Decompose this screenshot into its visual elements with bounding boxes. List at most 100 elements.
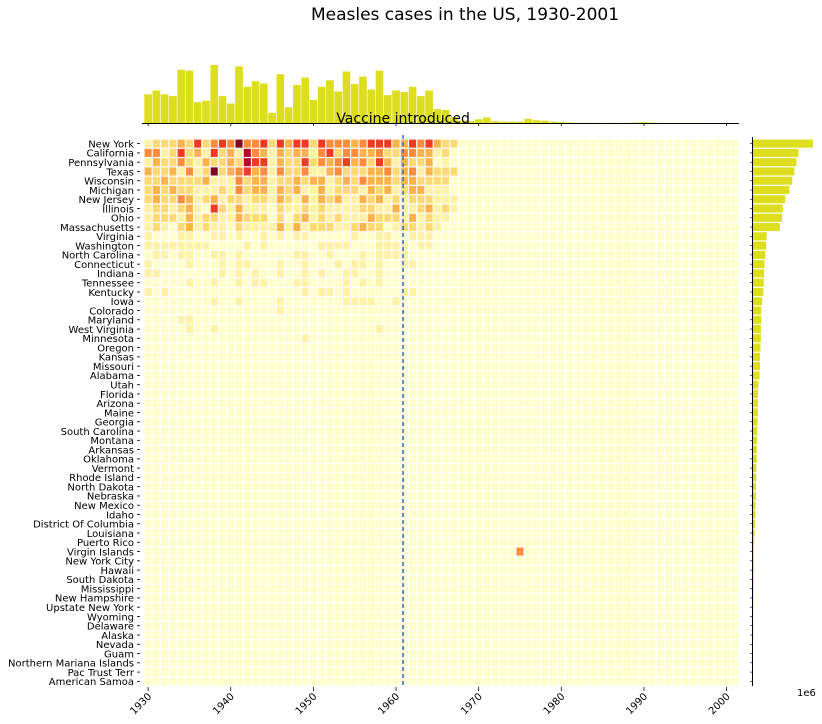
heatmap-cell [367, 575, 375, 584]
heatmap-cell [656, 547, 665, 556]
state-label: Colorado [89, 306, 134, 317]
heatmap-cell [400, 343, 408, 352]
heatmap-cell [648, 362, 656, 371]
heatmap-cell [185, 399, 193, 408]
heatmap-cell [210, 148, 218, 157]
heatmap-cell [260, 213, 268, 222]
heatmap-cell [533, 603, 541, 612]
heatmap-cell [665, 427, 673, 436]
heatmap-cell [714, 315, 722, 324]
heatmap-cell [285, 306, 293, 315]
heatmap-cell [351, 158, 359, 167]
heatmap-cell [433, 204, 441, 213]
heatmap-cell [301, 556, 309, 565]
heatmap-cell [384, 417, 392, 426]
heatmap-cell [698, 566, 706, 575]
heatmap-cell [508, 185, 516, 195]
heatmap-cell [293, 501, 301, 510]
heatmap-cell [648, 556, 656, 565]
heatmap-cell [566, 491, 574, 500]
heatmap-cell [549, 575, 557, 584]
heatmap-cell [210, 399, 218, 408]
heatmap-cell [169, 408, 177, 417]
heatmap-cell [433, 593, 441, 602]
heatmap-cell [466, 260, 474, 269]
heatmap-cell [285, 399, 293, 408]
heatmap-cell [243, 658, 251, 667]
state-label: Utah [110, 380, 134, 391]
heatmap-cell [318, 287, 326, 297]
heatmap-cell [409, 630, 417, 640]
heatmap-cell [483, 603, 491, 612]
heatmap-cell [524, 167, 532, 176]
heatmap-cell [574, 612, 582, 621]
heatmap-cell [623, 464, 631, 473]
heatmap-cell [549, 445, 557, 454]
heatmap-cell [351, 315, 359, 324]
heatmap-cell [723, 306, 731, 315]
heatmap-cell [516, 380, 524, 389]
heatmap-cell [276, 417, 284, 426]
heatmap-cell [218, 250, 227, 259]
heatmap-cell [235, 427, 243, 436]
heatmap-cell [375, 445, 384, 454]
heatmap-cell [260, 501, 268, 510]
heatmap-cell [533, 501, 541, 510]
heatmap-cell [359, 593, 367, 602]
heatmap-cell [508, 213, 516, 222]
heatmap-cell [640, 612, 648, 621]
heatmap-cell [673, 185, 681, 195]
heatmap-cell [384, 621, 392, 630]
heatmap-cell [252, 371, 260, 380]
heatmap-cell [698, 139, 706, 148]
heatmap-cell [615, 315, 623, 324]
heatmap-cell [161, 306, 169, 315]
heatmap-cell [367, 473, 375, 482]
heatmap-cell [334, 260, 342, 269]
heatmap-cell [334, 454, 342, 463]
heatmap-cell [698, 278, 706, 287]
heatmap-cell [301, 445, 309, 454]
heatmap-cell [681, 315, 689, 324]
heatmap-cell [698, 640, 706, 649]
heatmap-cell [524, 297, 532, 306]
heatmap-cell [450, 334, 458, 343]
heatmap-cell [690, 621, 698, 630]
heatmap-cell [293, 510, 301, 519]
heatmap-cell [599, 668, 607, 677]
heatmap-cell [384, 501, 392, 510]
heatmap-cell [318, 213, 326, 222]
heatmap-cell [541, 501, 549, 510]
heatmap-cell [417, 501, 425, 510]
heatmap-cell [392, 640, 400, 649]
heatmap-cell [458, 176, 466, 185]
heatmap-cell [508, 510, 516, 519]
heatmap-cell [499, 334, 508, 343]
heatmap-cell [566, 603, 574, 612]
heatmap-cell [210, 278, 218, 287]
heatmap-cell [607, 278, 615, 287]
heatmap-cell [152, 334, 160, 343]
state-label: Washington [75, 241, 134, 252]
heatmap-cell [499, 315, 508, 324]
heatmap-cell [227, 343, 235, 352]
heatmap-cell [218, 491, 227, 500]
heatmap-cell [590, 306, 598, 315]
heatmap-cell [648, 399, 656, 408]
heatmap-cell [491, 427, 499, 436]
heatmap-cell [334, 566, 342, 575]
heatmap-cell [615, 176, 623, 185]
heatmap-cell [590, 287, 598, 297]
heatmap-cell [590, 269, 598, 278]
heatmap-cell [218, 566, 227, 575]
heatmap-cell [417, 482, 425, 491]
heatmap-cell [243, 566, 251, 575]
heatmap-cell [640, 352, 648, 361]
heatmap-cell [169, 250, 177, 259]
heatmap-cell [285, 436, 293, 445]
heatmap-cell [458, 389, 466, 398]
heatmap-cell [252, 436, 260, 445]
heatmap-cell [442, 445, 450, 454]
heatmap-cell [557, 287, 565, 297]
heatmap-cell [466, 519, 474, 528]
